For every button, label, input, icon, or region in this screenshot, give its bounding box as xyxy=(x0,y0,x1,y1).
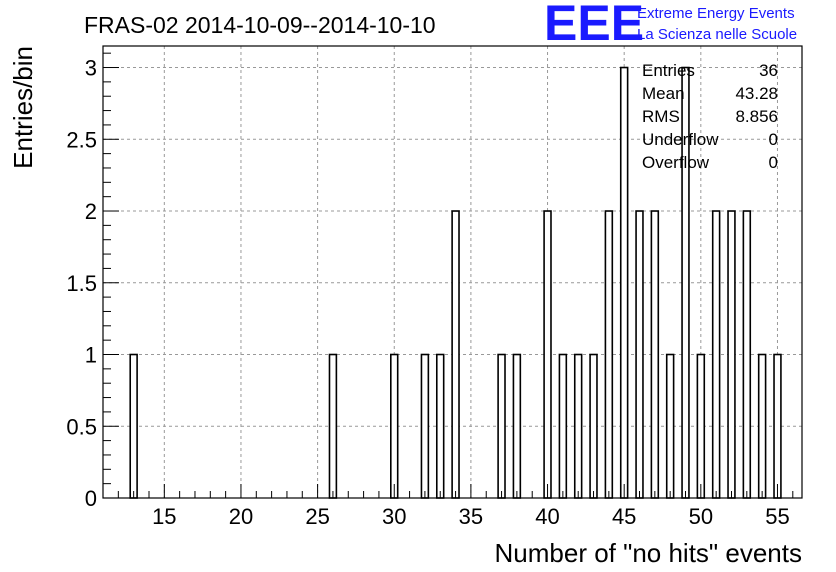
histogram-bar xyxy=(604,210,614,499)
histogram-bar xyxy=(451,210,460,499)
stats-label: Mean xyxy=(642,84,685,103)
histogram-bar xyxy=(727,210,736,499)
histogram-bar xyxy=(742,210,752,499)
stats-value: 36 xyxy=(759,61,778,80)
logo-line-1: Extreme Energy Events xyxy=(637,5,795,22)
histogram-bar xyxy=(328,353,338,499)
logo-line-2: La Scienza nelle Scuole xyxy=(637,26,797,43)
stats-label: Entries xyxy=(642,61,695,80)
x-tick-label: 20 xyxy=(229,504,253,529)
histogram-bar xyxy=(619,66,629,499)
chart-title: FRAS-02 2014-10-09--2014-10-10 xyxy=(84,12,436,38)
x-axis-title: Number of "no hits" events xyxy=(495,538,803,568)
y-tick-label: 1 xyxy=(85,343,97,368)
x-tick-label: 35 xyxy=(459,504,483,529)
x-tick-label: 15 xyxy=(152,504,176,529)
histogram-bar xyxy=(650,210,660,499)
histogram-bar xyxy=(129,353,138,499)
logo-mark: EEE xyxy=(544,0,644,51)
y-tick-label: 0.5 xyxy=(66,414,97,439)
histogram-bar xyxy=(558,353,568,499)
histogram-bar xyxy=(711,210,721,499)
eee-logo: EEE Extreme Energy Events La Scienza nel… xyxy=(544,0,797,51)
histogram-bar xyxy=(420,353,430,499)
y-tick-label: 2.5 xyxy=(66,127,97,152)
stats-box: Entries 36 Mean 43.28 RMS 8.856 Underflow 0 Over… xyxy=(642,61,778,172)
histogram-bar xyxy=(497,353,506,499)
histogram-bar xyxy=(635,210,644,499)
histogram-bar xyxy=(512,353,522,499)
stats-label: RMS xyxy=(642,107,680,126)
stats-value: 43.28 xyxy=(735,84,778,103)
stats-value: 0 xyxy=(769,130,778,149)
histogram-bar xyxy=(665,353,675,499)
x-tick-label: 40 xyxy=(535,504,559,529)
y-tick-label: 2 xyxy=(85,199,97,224)
y-axis-title: Entries/bin xyxy=(8,46,38,169)
axis-ticks: 15 20 25 30 35 40 45 50 55 0 0.5 1 1.5 2 2.5 3 xyxy=(66,52,794,529)
plot-frame xyxy=(102,45,803,499)
stats-value: 8.856 xyxy=(735,107,778,126)
histogram-bar xyxy=(773,353,782,499)
histogram-bar xyxy=(543,210,552,499)
histogram-bar xyxy=(573,353,583,499)
stats-value: 0 xyxy=(769,153,778,172)
y-tick-label: 3 xyxy=(85,56,97,81)
stats-label: Underflow xyxy=(642,130,719,149)
y-tick-label: 1.5 xyxy=(66,271,97,296)
histogram-bar xyxy=(390,353,399,499)
x-tick-label: 50 xyxy=(689,504,713,529)
histogram-bar xyxy=(757,353,767,499)
histogram-bar xyxy=(589,353,598,499)
x-tick-label: 30 xyxy=(382,504,406,529)
histogram-bar xyxy=(696,353,706,499)
histogram-bar xyxy=(435,353,445,499)
x-tick-label: 25 xyxy=(305,504,329,529)
x-tick-label: 55 xyxy=(765,504,789,529)
x-tick-label: 45 xyxy=(612,504,636,529)
stats-label: Overflow xyxy=(642,153,710,172)
y-tick-label: 0 xyxy=(85,486,97,511)
